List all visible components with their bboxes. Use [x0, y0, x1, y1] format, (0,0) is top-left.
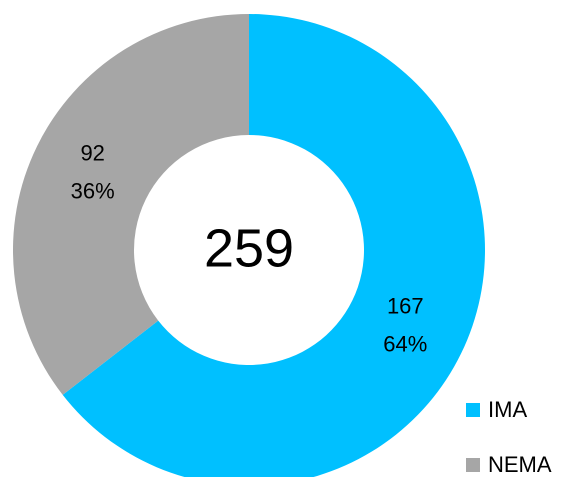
- legend-swatch: [466, 403, 480, 417]
- percent-label: 36%: [71, 178, 115, 203]
- donut-slice: [62, 14, 485, 477]
- legend-label: NEMA: [488, 452, 552, 477]
- value-label: 92: [80, 140, 104, 165]
- percent-label: 64%: [383, 331, 427, 356]
- legend-swatch: [466, 458, 480, 472]
- donut-slice: [12, 14, 250, 395]
- center-total: 259: [204, 218, 294, 278]
- legend-label: IMA: [488, 397, 527, 422]
- value-label: 167: [387, 293, 424, 318]
